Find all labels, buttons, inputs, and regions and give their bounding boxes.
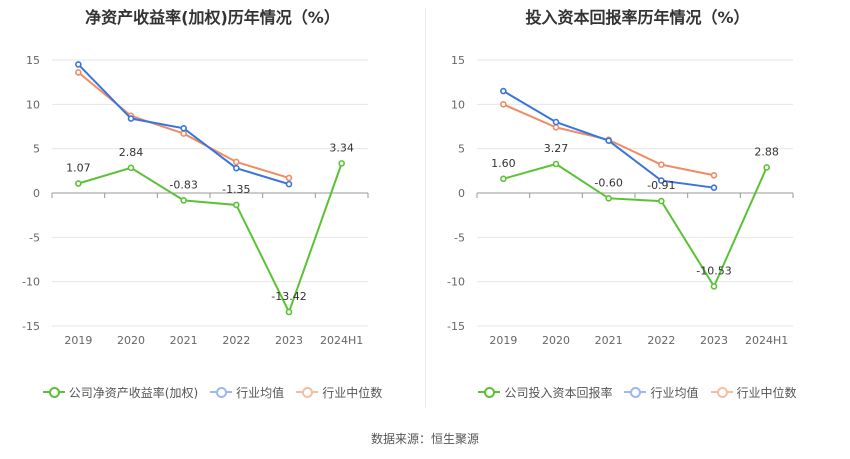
data-point-median — [233, 158, 240, 166]
y-tick-label: -15 — [447, 320, 465, 333]
legend-label: 行业中位数 — [736, 385, 797, 400]
data-label: -0.91 — [647, 179, 675, 192]
data-label: 1.60 — [491, 157, 515, 170]
roic-chart: 15 10 5 0 -5 -10 -15 2019 2020 2021 2022 2023 2024H1… — [447, 54, 794, 347]
x-tick-label: 2023 — [275, 334, 303, 347]
data-point-company — [180, 197, 187, 204]
legend-item-median[interactable]: 行业中位数 — [296, 382, 382, 402]
data-point-median — [500, 101, 507, 108]
data-point-median — [75, 69, 82, 76]
chart-title: 投入资本回报率历年情况（%） — [525, 8, 750, 27]
data-point-avg — [285, 180, 293, 188]
legend-swatch-median — [710, 386, 733, 398]
data-point-avg — [233, 164, 240, 172]
data-label: 2.84 — [119, 146, 144, 159]
data-point-company — [500, 175, 507, 183]
legend-label: 行业均值 — [236, 385, 285, 400]
x-tick-label: 2022 — [647, 334, 675, 347]
data-point-avg — [180, 124, 187, 132]
data-point-company — [658, 197, 665, 205]
data-point-company — [338, 160, 345, 167]
y-tick-label: -10 — [22, 276, 40, 289]
data-point-company — [75, 180, 82, 187]
x-tick-label: 2020 — [542, 334, 570, 347]
data-point-company — [710, 283, 718, 290]
data-point-avg — [710, 184, 718, 191]
y-tick-label: 5 — [33, 143, 40, 156]
y-tick-label: -5 — [454, 231, 465, 244]
data-point-median — [710, 171, 718, 179]
data-point-company — [763, 164, 770, 171]
legend-label: 公司投入资本回报率 — [504, 385, 613, 400]
legend-swatch-company — [478, 386, 501, 398]
legend-label: 公司净资产收益率(加权) — [68, 385, 199, 400]
x-tick-label: 2021 — [170, 334, 198, 347]
data-label: 1.07 — [66, 162, 91, 175]
y-tick-label: 5 — [458, 143, 465, 156]
y-tick-label: 10 — [26, 98, 40, 111]
legend-item-median[interactable]: 行业中位数 — [710, 382, 797, 402]
data-point-avg — [75, 61, 82, 68]
data-label: -0.60 — [594, 176, 622, 189]
data-label: 3.27 — [544, 142, 569, 155]
x-tick-label: 2020 — [117, 334, 145, 347]
data-point-avg — [552, 118, 560, 126]
series-line-company — [503, 162, 768, 289]
y-tick-label: 0 — [33, 187, 40, 200]
chart-title: 净资产收益率(加权)历年情况（%） — [85, 8, 340, 27]
chart-legend: 公司净资产收益率(加权) 行业均值 行业中位数 — [0, 382, 425, 402]
y-tick-label: -10 — [447, 276, 465, 289]
data-label: -1.35 — [222, 183, 250, 196]
data-point-company — [605, 195, 612, 202]
x-tick-label: 2021 — [595, 334, 623, 347]
legend-item-avg[interactable]: 行业均值 — [210, 382, 284, 402]
y-tick-label: -15 — [22, 320, 40, 333]
data-point-median — [180, 130, 187, 137]
x-tick-label: 2023 — [700, 334, 728, 347]
data-label: 3.34 — [329, 141, 354, 154]
data-point-median — [658, 161, 665, 168]
x-tick-label: 2024H1 — [745, 334, 788, 347]
y-tick-label: 10 — [451, 98, 465, 111]
y-tick-label: 0 — [458, 187, 465, 200]
roe-chart-panel: 净资产收益率(加权)历年情况（%） 15 10 5 0 -5 -10 -15 2019 2020… — [0, 0, 425, 410]
data-point-company — [285, 308, 293, 316]
data-label: -0.83 — [169, 178, 197, 191]
legend-label: 行业中位数 — [322, 385, 383, 400]
data-point-median — [552, 124, 560, 131]
data-point-avg — [605, 137, 612, 144]
data-point-avg — [127, 115, 135, 122]
legend-swatch-avg — [624, 386, 647, 398]
roe-chart: 15 10 5 0 -5 -10 -15 2019 2020 2021 2022 2023 2024H1… — [22, 54, 369, 347]
legend-item-avg[interactable]: 行业均值 — [624, 382, 699, 402]
data-point-company — [233, 201, 240, 209]
series-line-company — [78, 163, 343, 315]
legend-swatch-company — [42, 386, 65, 398]
roic-chart-panel: 投入资本回报率历年情况（%） 15 10 5 0 -5 -10 -15 2019 2020 202… — [425, 0, 850, 410]
data-label: -13.42 — [271, 290, 306, 303]
data-point-avg — [658, 177, 665, 184]
data-point-avg — [500, 87, 507, 95]
x-tick-label: 2019 — [489, 334, 517, 347]
panel-divider — [425, 8, 426, 408]
x-tick-label: 2022 — [222, 334, 250, 347]
x-tick-label: 2024H1 — [320, 334, 363, 347]
legend-label: 行业均值 — [650, 385, 699, 400]
legend-item-company[interactable]: 公司净资产收益率(加权) — [42, 382, 199, 402]
data-label: 2.88 — [754, 145, 779, 158]
y-tick-label: 15 — [451, 54, 465, 67]
data-label: -10.53 — [696, 264, 731, 277]
y-tick-label: -5 — [29, 231, 40, 244]
chart-legend: 公司投入资本回报率 行业均值 行业中位数 — [425, 382, 850, 402]
legend-swatch-avg — [210, 386, 233, 398]
series-line-avg — [77, 63, 290, 186]
data-point-median — [285, 174, 293, 182]
legend-swatch-median — [296, 386, 319, 398]
legend-item-company[interactable]: 公司投入资本回报率 — [478, 382, 612, 402]
data-point-company — [127, 164, 135, 172]
y-tick-label: 15 — [26, 54, 40, 67]
data-source: 数据来源：恒生聚源 — [370, 432, 479, 446]
x-tick-label: 2019 — [64, 334, 92, 347]
data-point-company — [552, 160, 560, 168]
